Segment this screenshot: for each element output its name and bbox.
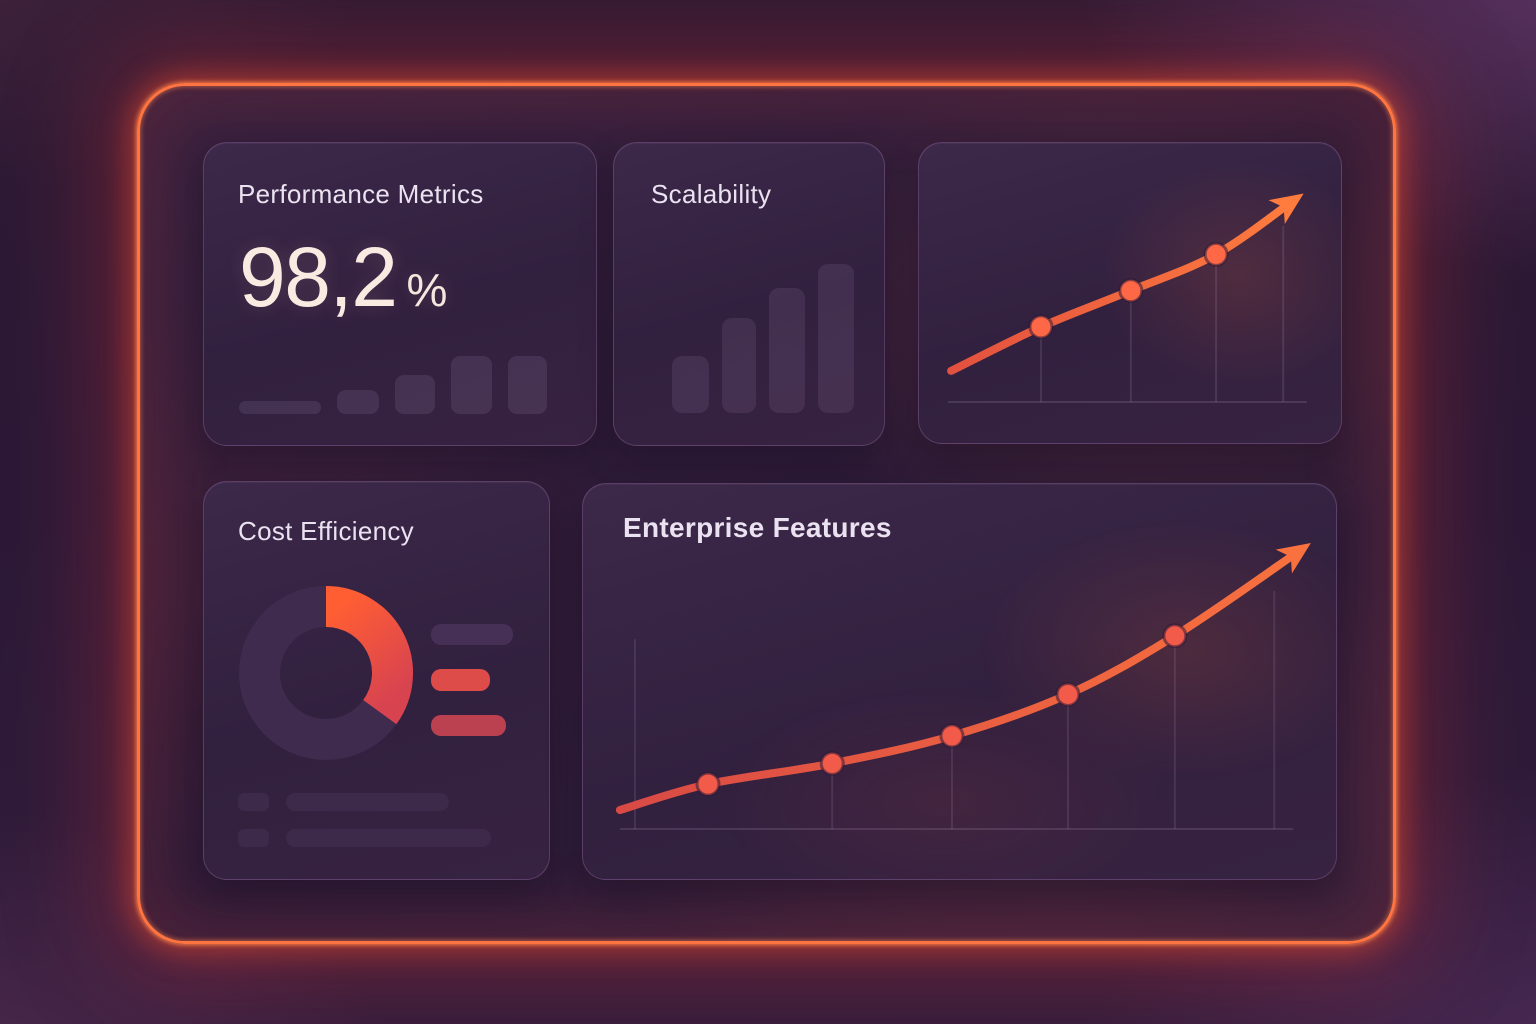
data-point <box>1055 681 1081 707</box>
skeleton-line <box>286 829 491 847</box>
card-enterprise-features: Enterprise Features <box>582 483 1337 880</box>
line-chart <box>947 193 1307 403</box>
data-point <box>939 723 965 749</box>
mini-bar <box>239 401 321 414</box>
card-title-enterprise: Enterprise Features <box>623 512 892 543</box>
mini-bar <box>508 356 547 414</box>
card-growth-trend <box>918 142 1342 444</box>
line-chart <box>615 543 1311 830</box>
data-point <box>1203 241 1229 267</box>
data-point <box>1118 278 1144 304</box>
legend-swatch-bar <box>431 624 513 645</box>
mini-bar <box>337 390 379 414</box>
card-title-scalability: Scalability <box>651 179 772 209</box>
skeleton-chip <box>238 829 269 847</box>
bar <box>722 318 756 413</box>
donut-legend <box>431 624 513 736</box>
mini-bar <box>451 356 492 414</box>
card-title-cost: Cost Efficiency <box>238 516 414 546</box>
metric-unit: % <box>406 264 448 316</box>
trend-line <box>615 543 1311 814</box>
mini-bar-chart <box>239 356 547 414</box>
skeleton-text-rows <box>238 793 491 847</box>
data-point <box>1028 314 1054 340</box>
card-scalability: Scalability <box>613 142 885 446</box>
data-point <box>1162 623 1188 649</box>
mini-bar <box>395 375 435 414</box>
data-point <box>695 771 721 797</box>
legend-swatch-bar <box>431 715 506 736</box>
skeleton-line <box>286 793 449 811</box>
metric-value: 98,2% <box>239 235 447 319</box>
skeleton-row <box>238 793 491 811</box>
legend-swatch-bar <box>431 669 490 691</box>
card-cost-efficiency: Cost Efficiency <box>203 481 550 880</box>
bar-chart <box>672 264 854 413</box>
donut-chart <box>239 586 413 760</box>
card-performance-metrics: Performance Metrics 98,2% <box>203 142 597 446</box>
bar <box>769 288 805 413</box>
card-title-performance: Performance Metrics <box>238 179 484 209</box>
metric-number: 98,2 <box>239 230 398 324</box>
data-point <box>819 750 845 776</box>
donut-highlight-segment <box>325 586 413 725</box>
skeleton-row <box>238 829 491 847</box>
bar <box>818 264 854 413</box>
skeleton-chip <box>238 793 269 811</box>
bar <box>672 356 709 413</box>
